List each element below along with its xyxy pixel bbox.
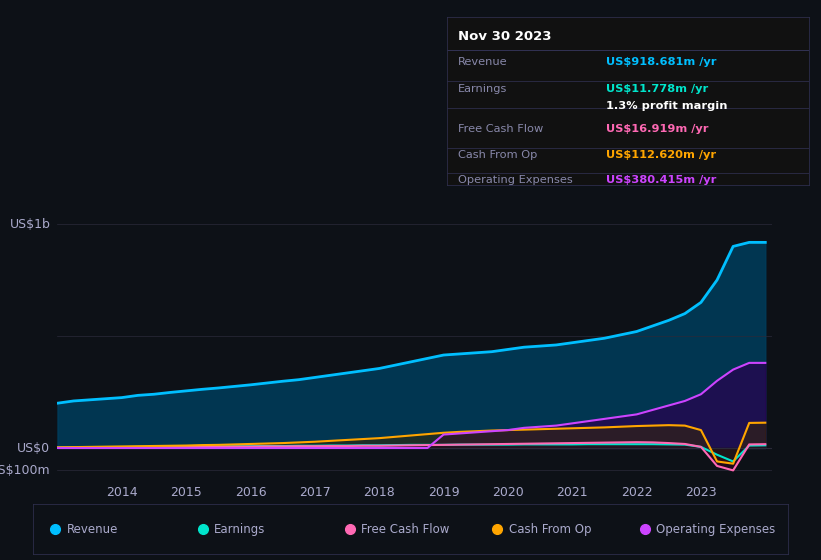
Text: Cash From Op: Cash From Op bbox=[458, 150, 538, 160]
Text: Nov 30 2023: Nov 30 2023 bbox=[458, 30, 552, 43]
Text: -US$100m: -US$100m bbox=[0, 464, 50, 477]
Text: US$380.415m /yr: US$380.415m /yr bbox=[607, 175, 717, 185]
Text: Earnings: Earnings bbox=[214, 522, 265, 536]
Text: Free Cash Flow: Free Cash Flow bbox=[458, 124, 544, 134]
Text: Revenue: Revenue bbox=[67, 522, 118, 536]
Text: US$1b: US$1b bbox=[10, 217, 50, 231]
Text: US$0: US$0 bbox=[17, 441, 50, 455]
Text: Operating Expenses: Operating Expenses bbox=[458, 175, 573, 185]
Text: 1.3% profit margin: 1.3% profit margin bbox=[607, 101, 728, 111]
Text: US$112.620m /yr: US$112.620m /yr bbox=[607, 150, 717, 160]
Text: US$16.919m /yr: US$16.919m /yr bbox=[607, 124, 709, 134]
Text: US$11.778m /yr: US$11.778m /yr bbox=[607, 84, 709, 94]
Text: Earnings: Earnings bbox=[458, 84, 507, 94]
Text: Free Cash Flow: Free Cash Flow bbox=[361, 522, 450, 536]
Text: Operating Expenses: Operating Expenses bbox=[656, 522, 775, 536]
Text: Cash From Op: Cash From Op bbox=[509, 522, 591, 536]
Text: Revenue: Revenue bbox=[458, 57, 508, 67]
Text: US$918.681m /yr: US$918.681m /yr bbox=[607, 57, 717, 67]
